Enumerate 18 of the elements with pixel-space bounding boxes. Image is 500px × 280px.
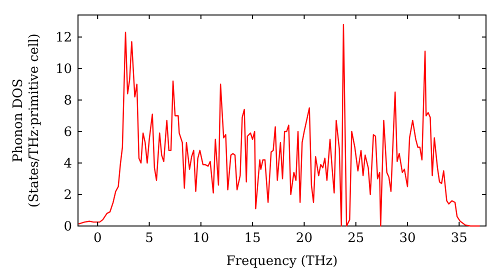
x-tick-label: 5 bbox=[145, 231, 154, 246]
line-series bbox=[78, 24, 480, 227]
y-tick-label: 4 bbox=[64, 156, 72, 172]
x-tick-label: 0 bbox=[93, 231, 102, 246]
y-tick-label: 12 bbox=[55, 30, 72, 46]
x-tick-label: 15 bbox=[244, 231, 261, 246]
y-tick-label: 10 bbox=[55, 62, 72, 78]
x-tick-label: 35 bbox=[450, 231, 468, 246]
y-tick-label: 2 bbox=[64, 188, 72, 204]
y-tick-label: 6 bbox=[64, 125, 72, 140]
x-tick-label: 10 bbox=[192, 231, 210, 246]
y-tick-label: 0 bbox=[64, 220, 72, 235]
y-axis-title: Phonon DOS (States/THz·primitive cell) bbox=[11, 33, 42, 208]
x-tick-label: 30 bbox=[399, 231, 416, 246]
x-tick-label: 25 bbox=[348, 231, 364, 246]
y-tick-label: 8 bbox=[64, 94, 72, 109]
x-axis-title: Frequency (THz) bbox=[226, 254, 338, 269]
x-tick-label: 20 bbox=[296, 231, 312, 246]
